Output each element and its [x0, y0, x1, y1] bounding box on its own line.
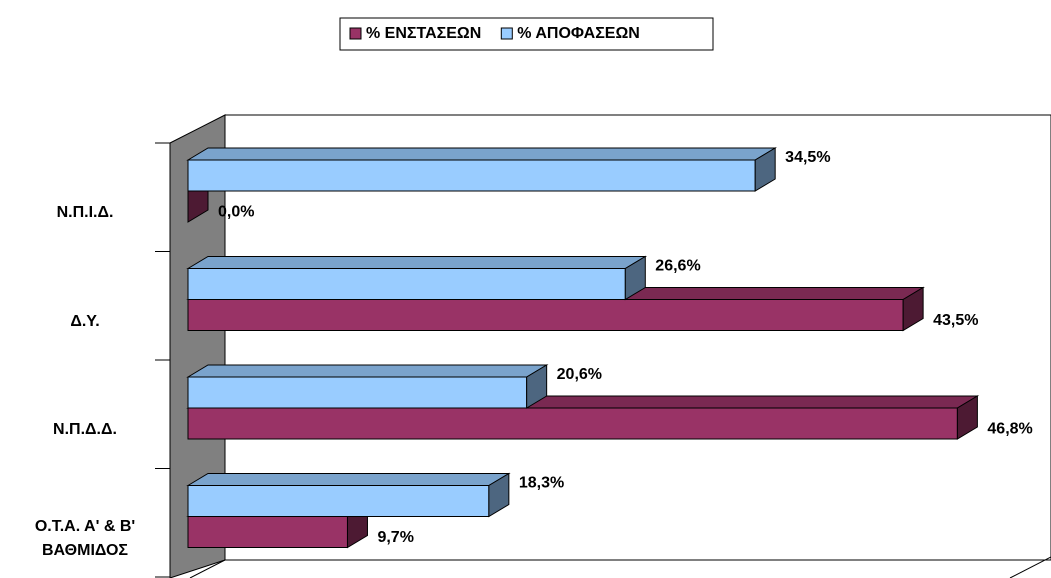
- legend-swatch: [500, 27, 513, 40]
- value-label: 46,8%: [987, 421, 1032, 438]
- bar-side: [956, 395, 978, 440]
- floor-edge: [189, 559, 226, 578]
- bar-front: [187, 299, 904, 331]
- bar-front: [187, 268, 626, 300]
- bar-front: [187, 516, 348, 548]
- floor-edge: [1009, 556, 1051, 578]
- bar-front: [187, 407, 958, 440]
- value-label: 18,3%: [519, 475, 564, 492]
- category-label: Ν.Π.Ι.Δ.: [56, 204, 114, 221]
- bar: [186, 364, 549, 409]
- category-label: Δ.Υ.: [70, 312, 100, 330]
- bar-top: [186, 473, 511, 486]
- bar-front: [187, 485, 490, 517]
- bar-side: [902, 286, 924, 332]
- bar-front: [187, 159, 756, 192]
- bar: [186, 255, 648, 301]
- category-label: Ο.Τ.Α. Α' & Β' ΒΑΘΜΙΔΟΣ: [34, 517, 136, 559]
- legend-label: % ΑΠΟΦΑΣΕΩΝ: [517, 25, 640, 42]
- bar: [186, 147, 777, 192]
- bar-front: [187, 376, 528, 409]
- bar-side: [754, 147, 776, 192]
- value-label: 34,5%: [785, 149, 830, 166]
- value-label: 20,6%: [557, 366, 602, 383]
- bar-side: [624, 255, 646, 301]
- bar: [186, 395, 980, 440]
- bar-top: [186, 364, 549, 378]
- legend-box: [339, 17, 714, 51]
- category-label: Ν.Π.Δ.Δ.: [53, 421, 117, 438]
- value-label: 43,5%: [933, 312, 978, 329]
- bar: [186, 472, 511, 518]
- legend-swatch: [349, 27, 362, 40]
- bar-top: [186, 147, 777, 161]
- value-label: 0,0%: [218, 204, 254, 221]
- value-label: 9,7%: [377, 529, 413, 546]
- bar-top: [186, 256, 648, 269]
- bar-side: [488, 472, 510, 518]
- legend-label: % ΕΝΣΤΑΣΕΩΝ: [366, 25, 481, 42]
- bar-side: [526, 364, 548, 409]
- value-label: 26,6%: [655, 258, 700, 275]
